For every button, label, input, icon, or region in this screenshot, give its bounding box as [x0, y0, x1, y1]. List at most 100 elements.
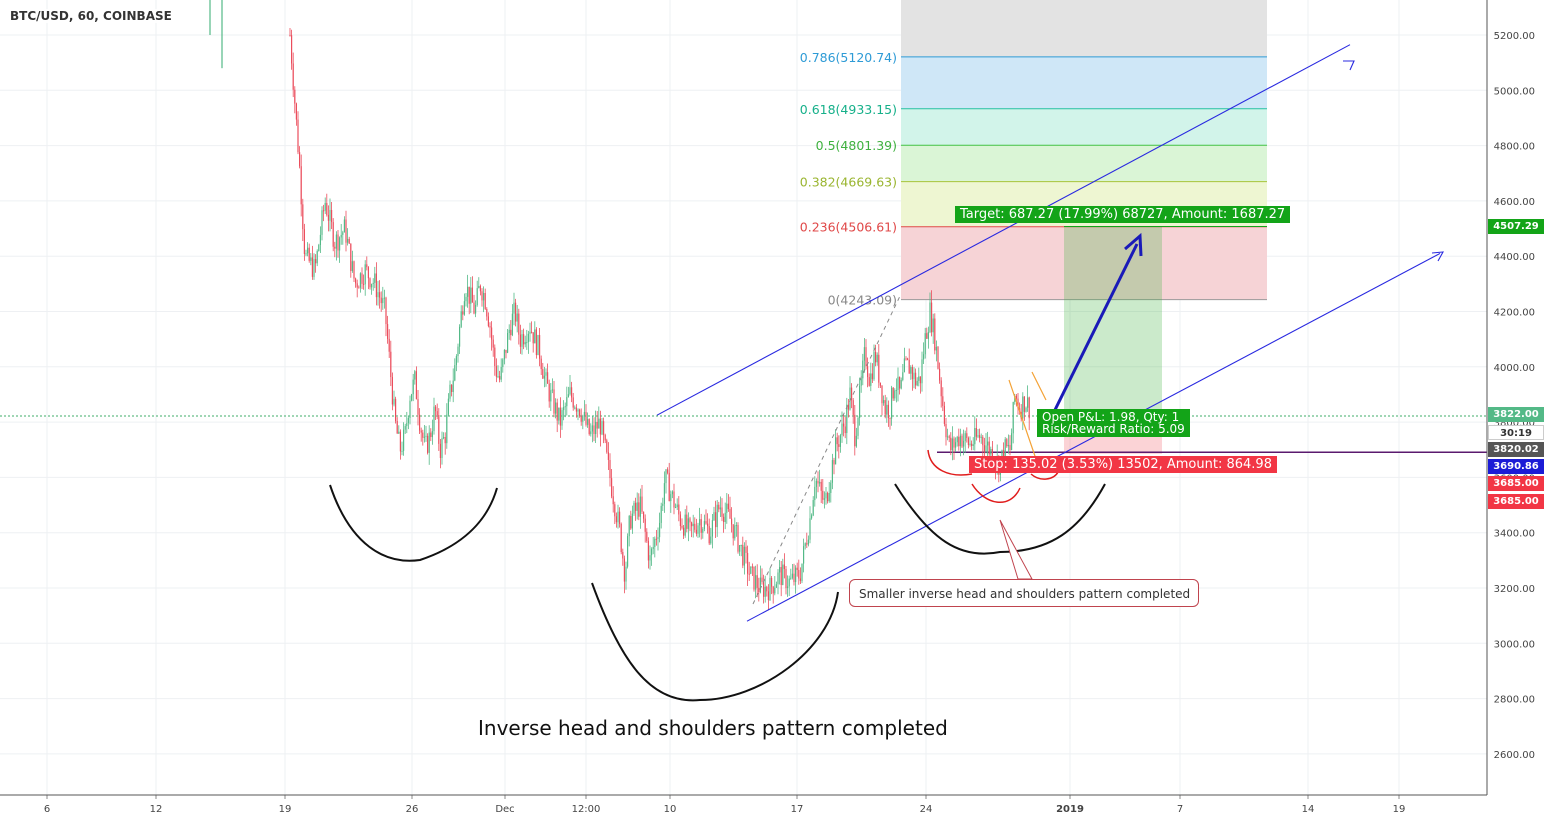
stop-label[interactable]: Stop: 135.02 (3.53%) 13502, Amount: 864.…	[969, 456, 1277, 473]
fib-band	[901, 108, 1267, 146]
candle-body	[393, 398, 395, 405]
candle-body	[1017, 398, 1019, 409]
candle-body	[399, 431, 401, 452]
candle-body	[300, 166, 302, 205]
small-pattern-callout[interactable]: Smaller inverse head and shoulders patte…	[849, 579, 1199, 607]
target-zone	[1064, 226, 1162, 417]
candle-body	[379, 292, 381, 298]
candle-body	[601, 421, 603, 435]
candle-body	[1028, 397, 1030, 419]
candle-body	[931, 302, 933, 333]
price-tick: 3400.00	[1494, 529, 1535, 540]
candle-body	[412, 379, 414, 395]
candle-body	[427, 435, 429, 453]
candle-body	[907, 358, 909, 360]
candle-body	[363, 283, 365, 285]
candle-body	[969, 443, 971, 445]
candle-body	[419, 414, 421, 431]
candle-body	[425, 435, 427, 437]
candle-body	[428, 432, 430, 453]
trend-line	[746, 252, 1441, 622]
candle-body	[673, 491, 675, 508]
candle-body	[708, 526, 710, 544]
target-label[interactable]: Target: 687.27 (17.99%) 68727, Amount: 1…	[955, 206, 1291, 223]
candle-body	[599, 418, 601, 435]
candle-body	[550, 390, 552, 402]
candle-body	[499, 376, 501, 380]
time-tick: 7	[1177, 804, 1183, 815]
candle-body	[700, 519, 702, 533]
small-head-curve	[971, 483, 1021, 504]
candle-body	[475, 304, 477, 314]
countdown-tag: 30:19	[1488, 425, 1544, 440]
candle-body	[652, 546, 654, 549]
candle-body	[519, 334, 521, 347]
candle-body	[617, 511, 619, 523]
candle-body	[724, 512, 726, 523]
price-tick: 3800.00	[1494, 418, 1535, 429]
candle-body	[814, 486, 816, 501]
candle-body	[503, 349, 505, 360]
candle-body	[606, 440, 608, 453]
candle-body	[529, 331, 531, 334]
candle-body	[745, 546, 747, 553]
candle-body	[726, 503, 728, 513]
big-pattern-caption[interactable]: Inverse head and shoulders pattern compl…	[478, 716, 948, 740]
candle-body	[948, 436, 950, 438]
candle-body	[575, 407, 577, 412]
candle-body	[929, 302, 931, 333]
candle-body	[692, 523, 694, 527]
candle-body	[380, 297, 382, 304]
candle-body	[487, 316, 489, 327]
trend-line	[656, 44, 1351, 416]
candle-body	[588, 419, 590, 435]
candle-body	[591, 425, 593, 432]
candle-body	[375, 273, 377, 298]
candle-body	[703, 521, 705, 529]
candle-body	[454, 365, 456, 381]
candle-body	[742, 544, 744, 566]
candle-body	[521, 334, 523, 347]
price-tick: 2800.00	[1494, 695, 1535, 706]
candle-body	[1025, 407, 1027, 412]
candle-body	[511, 313, 513, 336]
candle-body	[819, 481, 821, 484]
candle-body	[353, 261, 355, 279]
candle-body	[311, 257, 313, 277]
candle-body	[571, 387, 573, 398]
candle-body	[441, 438, 443, 459]
candle-body	[655, 538, 657, 540]
candle-body	[876, 354, 878, 363]
candle-body	[947, 436, 949, 438]
fib-level-label: 0.618(4933.15)	[800, 102, 897, 117]
time-tick: 2019	[1056, 804, 1084, 815]
trend-arrowhead	[1343, 60, 1355, 71]
candle-body	[761, 577, 763, 582]
candle-body	[551, 389, 553, 391]
candle-body	[356, 283, 358, 288]
open-pnl-box[interactable]: Open P&L: 1.98, Qty: 1 Risk/Reward Ratio…	[1037, 409, 1190, 437]
time-tick: 14	[1302, 804, 1315, 815]
candle-body	[787, 586, 789, 589]
candle-body	[919, 376, 921, 384]
candle-body	[443, 437, 445, 439]
candle-body	[769, 577, 771, 601]
candle-body	[873, 351, 875, 380]
candle-body	[491, 327, 493, 340]
candle-body	[774, 587, 776, 594]
candle-body	[843, 423, 845, 427]
candle-body	[558, 407, 560, 421]
candle-body	[903, 358, 905, 373]
candle-body	[799, 578, 801, 582]
candle-body	[879, 382, 881, 386]
candle-body	[956, 436, 958, 443]
candle-body	[366, 264, 368, 268]
candle-body	[894, 390, 896, 399]
candle-body	[734, 525, 736, 539]
candle-body	[636, 502, 638, 511]
candle-body	[455, 356, 457, 366]
candle-body	[643, 511, 645, 519]
candle-body	[547, 372, 549, 384]
